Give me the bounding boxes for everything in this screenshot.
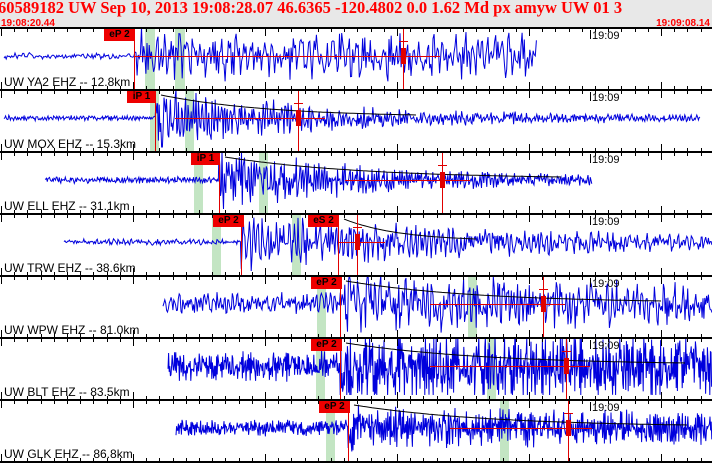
coda-upper-tick — [399, 41, 408, 42]
row-separator — [0, 89, 712, 91]
trace-row[interactable]: eP 2 19:09 UW YA2 EHZ -- 12.8km — [0, 28, 712, 90]
time-label-tick — [590, 30, 591, 39]
pick-line[interactable] — [241, 214, 242, 276]
trace-row[interactable]: iP 1 19:09 UW MOX EHZ -- 15.3km — [0, 90, 712, 152]
coda-decay-curve — [224, 156, 562, 178]
coda-upper-tick — [539, 289, 548, 290]
time-label-tick — [590, 402, 591, 411]
window-start-time: 19:08:20.44 — [1, 18, 55, 29]
pick-label[interactable]: eP 2 — [319, 400, 350, 413]
waveform — [167, 338, 712, 396]
highlight-band — [317, 276, 326, 338]
station-label: UW GLK EHZ -- 86.8km — [4, 447, 133, 461]
pick-label[interactable]: eP 2 — [311, 338, 342, 351]
pick-label[interactable]: iP 1 — [127, 90, 156, 103]
window-end-time: 19:09:08.14 — [656, 18, 710, 29]
coda-upper-tick — [294, 103, 303, 104]
amplitude-baseline — [345, 180, 470, 181]
amplitude-baseline — [450, 428, 592, 429]
waveform — [63, 216, 712, 272]
coda-amplitude-block — [566, 420, 571, 436]
station-label: UW ELL EHZ -- 31.1km — [4, 199, 130, 213]
coda-decay-curve — [343, 218, 477, 240]
row-separator — [0, 337, 712, 339]
time-axis-label: 19:09 — [592, 154, 620, 166]
header-bar: 60589182 UW Sep 10, 2013 19:08:28.07 46.… — [0, 0, 712, 29]
pick-label[interactable]: iP 1 — [191, 152, 220, 165]
waveform — [175, 404, 712, 452]
pick-label[interactable]: eP 2 — [104, 28, 135, 41]
coda-decay-curve — [353, 404, 688, 426]
row-separator — [0, 151, 712, 153]
coda-decay-curve — [345, 280, 662, 302]
highlight-band — [175, 28, 185, 90]
time-axis-label: 19:09 — [592, 92, 620, 104]
time-axis-label: 19:09 — [592, 340, 620, 352]
coda-amplitude-block — [401, 48, 406, 64]
pick-line[interactable] — [219, 152, 220, 214]
station-label: UW TRW EHZ -- 38.6km — [4, 261, 136, 275]
trace-row[interactable]: eP 2 eS 2 19:09 UW TRW EHZ -- 38.6km — [0, 214, 712, 276]
row-separator — [0, 399, 712, 401]
amplitude-baseline — [175, 118, 325, 119]
pick-label[interactable]: eP 2 — [311, 276, 342, 289]
time-label-tick — [590, 154, 591, 163]
event-summary-title: 60589182 UW Sep 10, 2013 19:08:28.07 46.… — [0, 0, 623, 17]
waveform — [44, 152, 593, 210]
trace-panel[interactable]: eP 2 19:09 UW YA2 EHZ -- 12.8km iP 1 19:09 UW… — [0, 27, 712, 463]
time-axis-label: 19:09 — [592, 30, 620, 42]
coda-amplitude-block — [355, 234, 360, 250]
time-axis-label: 19:09 — [592, 402, 620, 414]
pick-label[interactable]: eP 2 — [213, 214, 244, 227]
pick-line[interactable] — [340, 338, 341, 400]
trace-row[interactable]: eP 2 19:09 UW WPW EHZ -- 81.0km — [0, 276, 712, 338]
highlight-band — [292, 214, 301, 276]
row-separator — [0, 213, 712, 215]
row-separator — [0, 27, 712, 29]
highlight-band — [145, 28, 155, 90]
amplitude-baseline — [338, 242, 385, 243]
coda-upper-tick — [562, 351, 571, 352]
highlight-band — [326, 400, 335, 462]
trace-row[interactable]: iP 1 19:09 UW ELL EHZ -- 31.1km — [0, 152, 712, 214]
coda-decay-curve — [345, 342, 686, 364]
pick-label[interactable]: eS 2 — [308, 214, 339, 227]
amplitude-baseline — [430, 304, 565, 305]
waveform — [162, 276, 712, 333]
pick-line[interactable] — [155, 90, 156, 152]
highlight-band — [194, 152, 203, 214]
time-axis-label: 19:09 — [592, 216, 620, 228]
trace-row[interactable]: eP 2 19:09 UW BLT EHZ -- 83.5km — [0, 338, 712, 400]
time-label-tick — [590, 216, 591, 225]
highlight-band — [150, 90, 159, 152]
station-label: UW BLT EHZ -- 83.5km — [4, 385, 130, 399]
station-label: UW YA2 EHZ -- 12.8km — [4, 75, 131, 89]
coda-decay-curve — [160, 94, 417, 116]
time-label-tick — [590, 92, 591, 101]
coda-upper-tick — [353, 227, 362, 228]
coda-amplitude-block — [541, 296, 546, 312]
station-label: UW MOX EHZ -- 15.3km — [4, 137, 137, 151]
pick-line[interactable] — [134, 28, 135, 90]
time-label-tick — [590, 340, 591, 349]
coda-amplitude-block — [564, 358, 569, 374]
row-separator — [0, 275, 712, 277]
coda-amplitude-block — [296, 110, 301, 126]
pick-line[interactable] — [338, 214, 339, 276]
highlight-band — [212, 214, 221, 276]
waveform — [3, 90, 701, 148]
coda-upper-tick — [564, 413, 573, 414]
coda-amplitude-block — [440, 172, 445, 188]
station-label: UW WPW EHZ -- 81.0km — [4, 323, 140, 337]
amplitude-baseline — [430, 366, 590, 367]
pick-line[interactable] — [340, 276, 341, 338]
time-axis-label: 19:09 — [592, 278, 620, 290]
pick-line[interactable] — [348, 400, 349, 462]
amplitude-baseline — [134, 56, 440, 57]
trace-row[interactable]: eP 2 19:09 UW GLK EHZ -- 86.8km — [0, 400, 712, 462]
time-label-tick — [590, 278, 591, 287]
coda-upper-tick — [438, 165, 447, 166]
